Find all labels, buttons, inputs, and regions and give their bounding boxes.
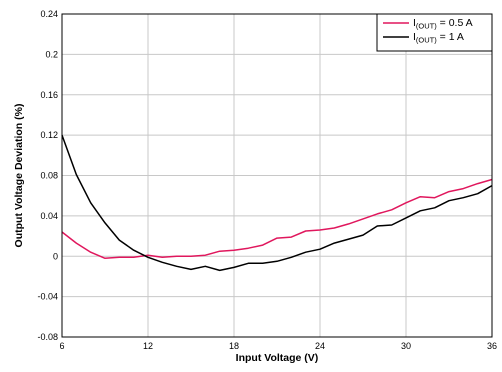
legend-label-sub: (OUT) — [416, 22, 437, 31]
y-tick-label: -0.04 — [37, 292, 58, 302]
legend: I(OUT) = 0.5 AI(OUT) = 1 A — [376, 13, 493, 52]
x-tick-label: 24 — [315, 341, 325, 351]
series-line-0 — [61, 178, 493, 260]
y-tick-label: 0 — [53, 251, 58, 261]
legend-label-main: I — [413, 31, 416, 43]
y-tick-label: 0.24 — [40, 9, 58, 19]
legend-label-sub: (OUT) — [416, 36, 437, 45]
y-axis-title: Output Voltage Deviation (%) — [13, 104, 25, 248]
y-tick-label: 0.2 — [45, 49, 58, 59]
tick-labels: 6 12 18 24 30 36 -0.08 -0.04 0 0.04 0.08 0.12 0.16 0.… — [37, 9, 497, 351]
x-tick-label: 18 — [229, 341, 239, 351]
x-axis-title: Input Voltage (V) — [236, 352, 319, 364]
y-tick-label: 0.04 — [40, 211, 58, 221]
series-layer — [61, 134, 493, 272]
y-tick-label: 0.12 — [40, 130, 58, 140]
legend-box — [376, 13, 493, 52]
legend-label-1: I(OUT) = 1 A — [413, 31, 464, 45]
legend-label-main: I — [413, 17, 416, 29]
legend-label-rest: = 0.5 A — [437, 17, 473, 29]
legend-label-0: I(OUT) = 0.5 A — [413, 17, 473, 31]
x-tick-label: 12 — [143, 341, 153, 351]
grid — [61, 13, 493, 338]
y-tick-label: 0.08 — [40, 171, 58, 181]
x-tick-label: 6 — [59, 341, 64, 351]
y-tick-label: 0.16 — [40, 90, 58, 100]
legend-label-rest: = 1 A — [437, 31, 464, 43]
plot-frame — [61, 13, 493, 338]
x-tick-label: 36 — [487, 341, 497, 351]
x-tick-label: 30 — [401, 341, 411, 351]
series-line-1 — [61, 134, 493, 272]
y-tick-label: -0.08 — [37, 332, 58, 342]
